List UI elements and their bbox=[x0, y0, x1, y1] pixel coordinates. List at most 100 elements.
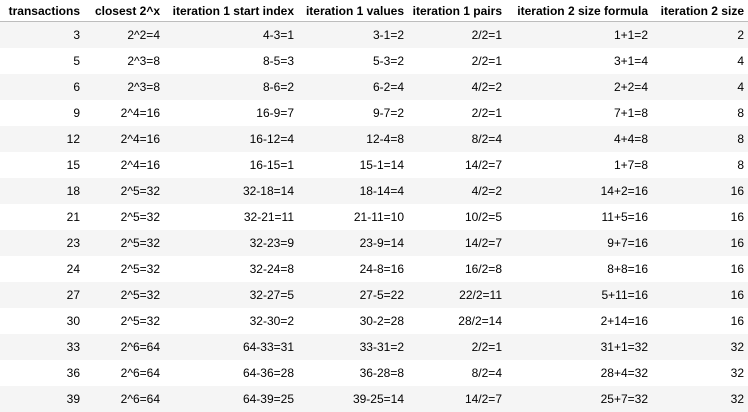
cell-iteration-2-size: 8 bbox=[652, 100, 748, 126]
column-header-iteration-1-pairs: iteration 1 pairs bbox=[408, 0, 506, 22]
column-header-iteration-2-size-formula: iteration 2 size formula bbox=[506, 0, 652, 22]
cell-iteration-1-start-index: 32-30=2 bbox=[164, 308, 298, 334]
cell-iteration-1-values: 23-9=14 bbox=[298, 230, 408, 256]
cell-iteration-1-pairs: 4/2=2 bbox=[408, 178, 506, 204]
cell-iteration-1-start-index: 8-5=3 bbox=[164, 48, 298, 74]
cell-iteration-2-size-formula: 4+4=8 bbox=[506, 126, 652, 152]
cell-iteration-2-size: 16 bbox=[652, 204, 748, 230]
cell-transactions: 24 bbox=[0, 256, 84, 282]
cell-closest-power: 2^5=32 bbox=[84, 256, 164, 282]
cell-iteration-1-pairs: 4/2=2 bbox=[408, 74, 506, 100]
cell-iteration-1-pairs: 2/2=1 bbox=[408, 48, 506, 74]
cell-closest-power: 2^4=16 bbox=[84, 126, 164, 152]
cell-closest-power: 2^6=64 bbox=[84, 334, 164, 360]
cell-iteration-2-size: 32 bbox=[652, 360, 748, 386]
cell-iteration-2-size-formula: 5+11=16 bbox=[506, 282, 652, 308]
cell-iteration-1-start-index: 32-21=11 bbox=[164, 204, 298, 230]
cell-iteration-1-pairs: 2/2=1 bbox=[408, 334, 506, 360]
cell-transactions: 27 bbox=[0, 282, 84, 308]
cell-iteration-2-size: 32 bbox=[652, 334, 748, 360]
cell-iteration-1-start-index: 64-33=31 bbox=[164, 334, 298, 360]
cell-iteration-1-pairs: 14/2=7 bbox=[408, 386, 506, 412]
cell-iteration-2-size-formula: 31+1=32 bbox=[506, 334, 652, 360]
cell-closest-power: 2^5=32 bbox=[84, 204, 164, 230]
cell-iteration-2-size: 16 bbox=[652, 282, 748, 308]
cell-iteration-2-size: 16 bbox=[652, 230, 748, 256]
cell-iteration-1-pairs: 8/2=4 bbox=[408, 360, 506, 386]
column-header-iteration-1-values: iteration 1 values bbox=[298, 0, 408, 22]
cell-iteration-1-start-index: 32-24=8 bbox=[164, 256, 298, 282]
cell-transactions: 12 bbox=[0, 126, 84, 152]
cell-iteration-1-values: 24-8=16 bbox=[298, 256, 408, 282]
cell-iteration-1-values: 39-25=14 bbox=[298, 386, 408, 412]
cell-iteration-1-start-index: 16-15=1 bbox=[164, 152, 298, 178]
cell-iteration-2-size-formula: 8+8=16 bbox=[506, 256, 652, 282]
cell-iteration-1-start-index: 64-39=25 bbox=[164, 386, 298, 412]
cell-iteration-1-start-index: 8-6=2 bbox=[164, 74, 298, 100]
cell-iteration-1-start-index: 16-12=4 bbox=[164, 126, 298, 152]
cell-iteration-2-size: 16 bbox=[652, 178, 748, 204]
cell-closest-power: 2^6=64 bbox=[84, 386, 164, 412]
cell-closest-power: 2^3=8 bbox=[84, 74, 164, 100]
cell-iteration-2-size: 8 bbox=[652, 126, 748, 152]
cell-iteration-2-size-formula: 1+7=8 bbox=[506, 152, 652, 178]
cell-iteration-1-start-index: 32-27=5 bbox=[164, 282, 298, 308]
cell-iteration-1-pairs: 14/2=7 bbox=[408, 230, 506, 256]
cell-iteration-1-pairs: 8/2=4 bbox=[408, 126, 506, 152]
cell-iteration-1-values: 21-11=10 bbox=[298, 204, 408, 230]
cell-iteration-1-pairs: 2/2=1 bbox=[408, 22, 506, 49]
cell-iteration-2-size-formula: 9+7=16 bbox=[506, 230, 652, 256]
cell-transactions: 3 bbox=[0, 22, 84, 49]
cell-iteration-2-size-formula: 28+4=32 bbox=[506, 360, 652, 386]
cell-iteration-2-size-formula: 25+7=32 bbox=[506, 386, 652, 412]
cell-closest-power: 2^5=32 bbox=[84, 178, 164, 204]
cell-iteration-1-start-index: 32-23=9 bbox=[164, 230, 298, 256]
cell-iteration-1-values: 18-14=4 bbox=[298, 178, 408, 204]
cell-iteration-2-size-formula: 11+5=16 bbox=[506, 204, 652, 230]
cell-iteration-1-pairs: 16/2=8 bbox=[408, 256, 506, 282]
cell-iteration-1-start-index: 64-36=28 bbox=[164, 360, 298, 386]
cell-iteration-2-size-formula: 7+1=8 bbox=[506, 100, 652, 126]
cell-iteration-2-size: 16 bbox=[652, 256, 748, 282]
cell-iteration-1-values: 5-3=2 bbox=[298, 48, 408, 74]
cell-iteration-1-values: 15-1=14 bbox=[298, 152, 408, 178]
cell-iteration-1-values: 9-7=2 bbox=[298, 100, 408, 126]
column-header-iteration-1-start-index: iteration 1 start index bbox=[164, 0, 298, 22]
cell-iteration-1-values: 12-4=8 bbox=[298, 126, 408, 152]
cell-iteration-2-size-formula: 2+14=16 bbox=[506, 308, 652, 334]
cell-iteration-1-pairs: 28/2=14 bbox=[408, 308, 506, 334]
cell-closest-power: 2^6=64 bbox=[84, 360, 164, 386]
cell-closest-power: 2^5=32 bbox=[84, 230, 164, 256]
cell-transactions: 6 bbox=[0, 74, 84, 100]
cell-iteration-2-size: 4 bbox=[652, 48, 748, 74]
cell-closest-power: 2^4=16 bbox=[84, 100, 164, 126]
cell-iteration-2-size: 16 bbox=[652, 308, 748, 334]
column-header-iteration-2-size: iteration 2 size bbox=[652, 0, 748, 22]
cell-iteration-1-values: 27-5=22 bbox=[298, 282, 408, 308]
cell-iteration-2-size: 4 bbox=[652, 74, 748, 100]
cell-closest-power: 2^4=16 bbox=[84, 152, 164, 178]
cell-transactions: 18 bbox=[0, 178, 84, 204]
cell-iteration-1-pairs: 10/2=5 bbox=[408, 204, 506, 230]
cell-transactions: 21 bbox=[0, 204, 84, 230]
cell-iteration-1-values: 33-31=2 bbox=[298, 334, 408, 360]
cell-iteration-2-size-formula: 3+1=4 bbox=[506, 48, 652, 74]
cell-iteration-2-size: 32 bbox=[652, 386, 748, 412]
cell-closest-power: 2^5=32 bbox=[84, 308, 164, 334]
cell-iteration-2-size-formula: 14+2=16 bbox=[506, 178, 652, 204]
cell-iteration-2-size: 8 bbox=[652, 152, 748, 178]
